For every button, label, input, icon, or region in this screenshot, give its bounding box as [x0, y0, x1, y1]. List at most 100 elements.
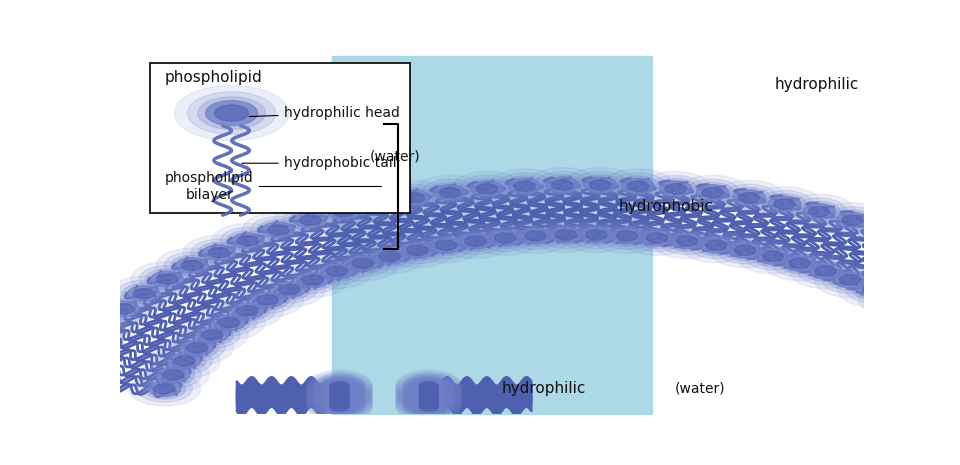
Circle shape [833, 272, 866, 288]
Circle shape [396, 370, 462, 402]
Circle shape [546, 177, 579, 193]
Circle shape [489, 230, 521, 246]
Circle shape [651, 224, 723, 259]
Circle shape [499, 219, 571, 253]
Circle shape [756, 248, 789, 264]
Circle shape [307, 377, 372, 408]
Circle shape [184, 321, 240, 348]
Circle shape [403, 375, 454, 399]
Circle shape [420, 396, 439, 405]
Circle shape [414, 385, 444, 399]
Circle shape [330, 386, 349, 395]
Circle shape [749, 186, 821, 221]
Circle shape [157, 367, 190, 383]
Circle shape [181, 340, 214, 356]
Circle shape [756, 191, 812, 217]
Circle shape [151, 271, 183, 287]
Circle shape [350, 191, 406, 217]
Circle shape [202, 330, 223, 340]
Circle shape [137, 358, 209, 392]
Circle shape [211, 293, 283, 328]
Circle shape [768, 196, 801, 212]
Circle shape [231, 283, 303, 317]
Circle shape [927, 245, 960, 260]
Circle shape [535, 172, 590, 198]
Circle shape [268, 225, 289, 235]
Circle shape [814, 263, 886, 297]
Bar [332, 56, 652, 414]
Circle shape [459, 233, 492, 249]
Circle shape [825, 207, 880, 233]
Circle shape [403, 385, 454, 409]
Circle shape [131, 262, 203, 297]
Circle shape [320, 396, 359, 414]
Circle shape [839, 275, 860, 285]
Circle shape [324, 384, 354, 398]
Circle shape [774, 199, 795, 209]
Circle shape [541, 175, 584, 195]
Circle shape [324, 395, 354, 409]
Circle shape [330, 400, 349, 410]
Circle shape [878, 292, 911, 308]
Circle shape [149, 344, 221, 379]
Circle shape [477, 225, 533, 252]
Circle shape [220, 227, 276, 254]
Circle shape [503, 176, 546, 196]
Circle shape [599, 223, 655, 249]
Circle shape [397, 190, 430, 206]
Circle shape [220, 298, 276, 324]
Circle shape [857, 282, 890, 298]
Circle shape [454, 231, 496, 252]
Circle shape [414, 396, 444, 411]
Circle shape [324, 393, 354, 407]
Circle shape [929, 330, 960, 365]
Circle shape [894, 231, 936, 251]
Circle shape [899, 303, 931, 319]
Circle shape [403, 373, 454, 398]
Circle shape [568, 221, 624, 248]
Circle shape [163, 370, 184, 380]
Circle shape [476, 184, 497, 194]
Circle shape [333, 206, 354, 217]
Circle shape [579, 175, 621, 195]
Circle shape [301, 254, 373, 289]
Circle shape [621, 221, 693, 255]
Circle shape [330, 385, 349, 394]
Circle shape [420, 391, 439, 400]
Circle shape [247, 290, 289, 310]
Circle shape [396, 378, 462, 410]
Circle shape [396, 377, 462, 408]
Circle shape [409, 386, 448, 405]
Text: (water): (water) [370, 149, 420, 163]
Circle shape [580, 227, 612, 243]
Circle shape [846, 276, 901, 303]
Circle shape [314, 392, 365, 416]
Circle shape [108, 276, 180, 311]
Circle shape [161, 330, 233, 365]
Circle shape [320, 389, 359, 408]
Circle shape [494, 233, 516, 243]
Circle shape [314, 393, 365, 417]
Circle shape [307, 378, 372, 410]
Circle shape [164, 252, 220, 279]
Circle shape [671, 233, 704, 249]
Circle shape [390, 237, 445, 264]
Circle shape [307, 391, 372, 422]
Circle shape [307, 381, 372, 413]
Circle shape [420, 394, 439, 403]
Circle shape [691, 182, 733, 203]
Circle shape [330, 396, 349, 405]
Circle shape [904, 306, 925, 316]
Circle shape [320, 383, 359, 401]
Circle shape [403, 386, 454, 411]
Circle shape [894, 301, 936, 321]
Circle shape [414, 382, 444, 396]
Circle shape [191, 325, 233, 345]
Circle shape [278, 285, 300, 295]
Circle shape [320, 377, 359, 395]
Circle shape [275, 203, 347, 238]
Circle shape [789, 258, 810, 268]
Circle shape [414, 384, 444, 398]
Circle shape [316, 198, 372, 225]
Circle shape [639, 172, 711, 206]
